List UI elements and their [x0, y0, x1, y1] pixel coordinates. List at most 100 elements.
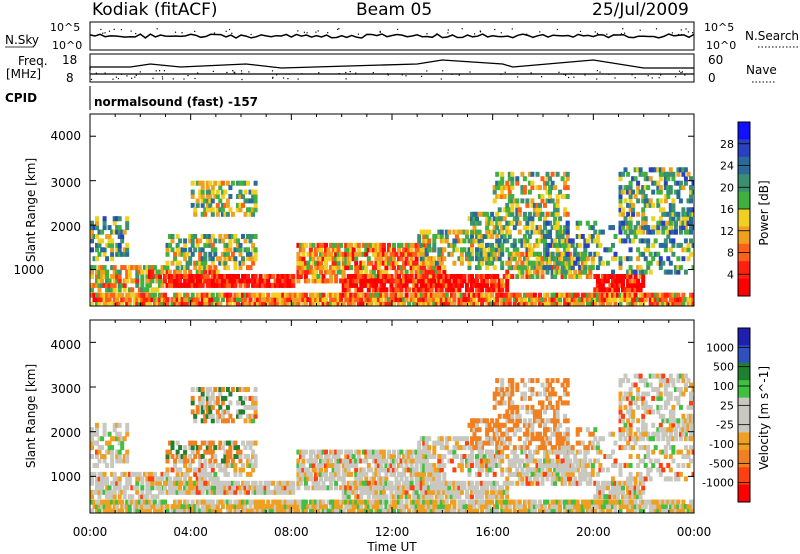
power-cell — [180, 297, 185, 303]
velocity-cell — [329, 471, 334, 477]
velocity-cell — [225, 387, 230, 392]
power-cell — [530, 180, 535, 186]
power-cell — [525, 274, 530, 279]
velocity-cell — [376, 471, 381, 477]
nsearch-dot — [494, 28, 496, 31]
power-cell — [205, 238, 210, 244]
velocity-cell — [168, 485, 172, 491]
velocity-cell — [422, 471, 427, 477]
power-cell — [130, 292, 135, 298]
power-cell — [180, 282, 185, 288]
velocity-cell — [230, 463, 235, 468]
velocity-cell — [414, 458, 419, 464]
velocity-cell — [346, 449, 351, 455]
power-cell — [422, 242, 427, 248]
velocity-cell — [394, 489, 399, 495]
velocity-cell — [193, 454, 198, 459]
power-cell — [575, 260, 580, 266]
velocity-cell — [658, 499, 663, 505]
power-cell — [618, 202, 623, 208]
velocity-cell — [334, 449, 339, 455]
velocity-cell — [545, 499, 550, 505]
power-cell — [532, 301, 537, 306]
velocity-cell — [558, 499, 563, 505]
velocity-cell — [361, 458, 366, 464]
power-cell — [203, 292, 208, 298]
velocity-cell — [424, 494, 429, 500]
power-cell — [532, 229, 537, 235]
power-cell — [419, 242, 424, 248]
velocity-cell — [112, 499, 117, 505]
velocity-cell — [437, 476, 442, 482]
power-cell — [550, 238, 555, 244]
velocity-cell — [246, 480, 250, 486]
velocity-cell — [165, 480, 170, 486]
velocity-cell — [334, 508, 339, 513]
power-cell — [190, 251, 195, 257]
power-cell — [321, 256, 326, 262]
velocity-cell — [220, 395, 225, 401]
power-cell — [643, 171, 648, 177]
velocity-cell — [402, 471, 407, 477]
velocity-cell — [147, 480, 152, 486]
power-cell — [376, 278, 381, 284]
power-cell — [105, 242, 110, 248]
power-cell — [364, 265, 369, 271]
velocity-cell — [251, 508, 256, 513]
power-cell — [276, 282, 281, 288]
power-cell — [459, 229, 464, 235]
power-cell — [611, 225, 615, 231]
velocity-cell — [346, 467, 351, 473]
power-cell — [417, 297, 422, 303]
power-cell — [507, 251, 512, 257]
velocity-cell — [100, 480, 105, 486]
velocity-cell — [263, 489, 268, 495]
velocity-cell — [470, 485, 474, 491]
power-cell — [575, 251, 580, 257]
velocity-cell — [457, 499, 462, 505]
power-cell — [160, 297, 165, 303]
power-cell — [517, 292, 522, 298]
power-cell — [424, 292, 429, 298]
power-cell — [241, 274, 245, 279]
power-cell — [230, 211, 235, 217]
power-cell — [598, 242, 603, 248]
power-cell — [653, 297, 658, 303]
velocity-cell — [225, 504, 230, 510]
power-cell — [316, 242, 321, 248]
power-cell — [137, 265, 142, 271]
velocity-cell — [173, 480, 178, 486]
velocity-cell — [102, 422, 107, 428]
power-cell — [553, 265, 558, 271]
velocity-cell — [203, 485, 208, 491]
velocity-cell — [394, 458, 399, 464]
power-cell — [623, 167, 628, 173]
power-cell — [203, 301, 208, 306]
velocity-cell — [366, 454, 371, 459]
power-cell — [208, 256, 213, 262]
power-cell — [120, 301, 125, 306]
power-cell — [205, 297, 210, 303]
power-cell — [668, 247, 673, 253]
velocity-cell — [303, 508, 308, 513]
power-cell — [558, 242, 563, 248]
power-cell — [470, 256, 474, 262]
power-cell — [115, 297, 120, 303]
power-cell — [102, 225, 107, 231]
power-cell — [412, 287, 417, 293]
power-cell — [500, 292, 505, 298]
velocity-cell — [422, 504, 427, 510]
power-cell — [193, 207, 198, 213]
power-cell — [412, 292, 417, 298]
velocity-cell — [190, 400, 195, 406]
power-cell — [125, 274, 130, 279]
power-cell — [656, 229, 661, 235]
power-cell — [563, 225, 568, 231]
velocity-cell — [495, 494, 500, 500]
velocity-cell — [233, 480, 238, 486]
power-cell — [467, 265, 472, 271]
power-cell — [563, 269, 568, 275]
power-cell — [419, 247, 424, 253]
power-cell — [600, 292, 605, 298]
velocity-cell — [475, 489, 479, 495]
